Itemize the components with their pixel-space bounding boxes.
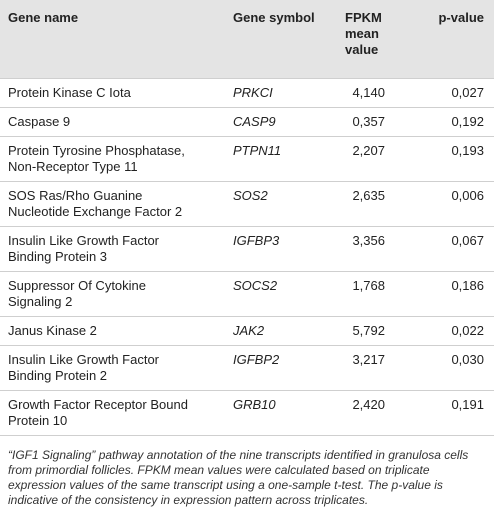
p-value: 0,022 [393, 315, 494, 345]
gene-name: Suppressor Of Cytokine Signaling 2 [0, 270, 225, 316]
gene-table: Gene name Gene symbol FPKM mean value p-val… [0, 0, 494, 436]
fpkm-value: 1,768 [337, 270, 393, 316]
fpkm-value: 3,356 [337, 225, 393, 271]
table-row: Insulin Like Growth Factor Binding Prote… [0, 225, 494, 271]
header-cell: p-value [438, 10, 484, 25]
p-value: 0,193 [393, 135, 494, 181]
p-value: 0,006 [393, 180, 494, 226]
table-row: Protein Kinase C Iota PRKCI 4,140 0,027 [0, 77, 494, 107]
header-row: Gene name Gene symbol FPKM mean value p-val… [0, 0, 494, 78]
gene-symbol: GRB10 [225, 389, 337, 436]
table-row: Caspase 9 CASP9 0,357 0,192 [0, 106, 494, 136]
p-value: 0,027 [393, 77, 494, 107]
gene-name: Growth Factor Receptor Bound Protein 10 [0, 389, 225, 436]
gene-name: Protein Kinase C Iota [0, 77, 225, 107]
gene-symbol: IGFBP2 [225, 344, 337, 390]
p-value: 0,186 [393, 270, 494, 316]
p-value: 0,191 [393, 389, 494, 436]
gene-name: Protein Tyrosine Phosphatase, Non-Recept… [0, 135, 225, 181]
fpkm-value: 2,207 [337, 135, 393, 181]
gene-symbol: CASP9 [225, 106, 337, 136]
table-row: Protein Tyrosine Phosphatase, Non-Recept… [0, 135, 494, 181]
gene-name: Caspase 9 [0, 106, 225, 136]
gene-symbol: IGFBP3 [225, 225, 337, 271]
gene-symbol: JAK2 [225, 315, 337, 345]
table-row: SOS Ras/Rho Guanine Nucleotide Exchange … [0, 180, 494, 226]
gene-symbol: SOS2 [225, 180, 337, 226]
p-value: 0,030 [393, 344, 494, 390]
header-cell: Gene name [8, 10, 79, 25]
table-caption: “IGF1 Signaling” pathway annotation of t… [8, 447, 469, 507]
gene-symbol: PRKCI [225, 77, 337, 107]
gene-name: Insulin Like Growth Factor Binding Prote… [0, 225, 225, 271]
table-row: Suppressor Of Cytokine Signaling 2 SOCS2 1… [0, 270, 494, 316]
fpkm-value: 4,140 [337, 77, 393, 107]
header-cell: FPKM mean value [345, 10, 382, 57]
fpkm-value: 2,635 [337, 180, 393, 226]
gene-symbol: SOCS2 [225, 270, 337, 316]
fpkm-value: 0,357 [337, 106, 393, 136]
fpkm-value: 3,217 [337, 344, 393, 390]
gene-name: Janus Kinase 2 [0, 315, 225, 345]
gene-name: Insulin Like Growth Factor Binding Prote… [0, 344, 225, 390]
gene-symbol: PTPN11 [225, 135, 337, 181]
table-row: Growth Factor Receptor Bound Protein 10 G… [0, 389, 494, 436]
header-cell: Gene symbol [233, 10, 315, 25]
p-value: 0,192 [393, 106, 494, 136]
gene-name: SOS Ras/Rho Guanine Nucleotide Exchange … [0, 180, 225, 226]
p-value: 0,067 [393, 225, 494, 271]
fpkm-value: 2,420 [337, 389, 393, 436]
table-row: Insulin Like Growth Factor Binding Prote… [0, 344, 494, 390]
table-body: Protein Kinase C Iota PRKCI 4,140 0,027 Casp… [0, 77, 494, 436]
fpkm-value: 5,792 [337, 315, 393, 345]
table-row: Janus Kinase 2 JAK2 5,792 0,022 [0, 315, 494, 345]
